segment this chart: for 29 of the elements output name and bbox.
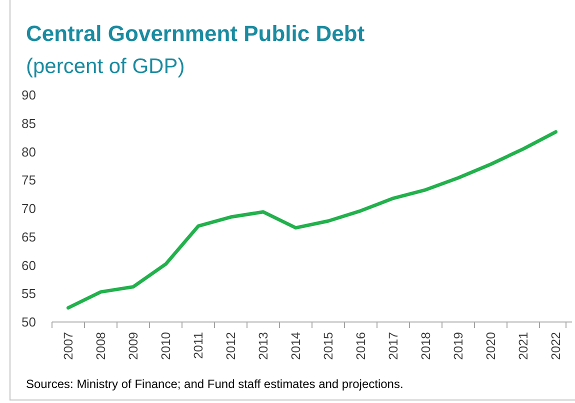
y-tick-label: 90 [22,88,36,103]
x-tick-label: 2012 [224,332,238,360]
chart-subtitle: (percent of GDP) [26,55,185,78]
y-tick-label: 60 [22,258,36,273]
y-tick-label: 55 [22,286,36,302]
y-tick-label: 65 [22,229,36,244]
x-tick-label: 2021 [516,332,530,360]
x-tick-label: 2017 [386,332,400,360]
x-tick-label: 2009 [126,332,140,360]
y-tick-label: 80 [22,144,36,160]
x-tick-label: 2015 [321,332,336,360]
x-tick-label: 2014 [288,332,303,360]
y-tick-label: 85 [22,116,36,131]
y-tick-label: 75 [22,172,36,188]
x-tick-label: 2011 [191,332,206,359]
x-tick-label: 2019 [451,332,466,360]
line-series [66,130,558,310]
y-tick-label: 50 [22,314,36,330]
source-note: Sources: Ministry of Finance; and Fund staff estimates and projections. [26,377,404,391]
x-tick-label: 2016 [354,332,368,360]
x-tick-label: 2010 [158,332,173,360]
x-tick-label: 2022 [548,332,563,360]
x-tick-label: 2013 [256,332,270,360]
x-tick-label: 2008 [94,332,108,360]
x-tick-label: 2018 [418,332,433,360]
chart-title: Central Government Public Debt [26,21,366,46]
x-tick-label: 2020 [484,332,498,360]
x-tick-label: 2007 [61,332,76,360]
y-tick-label: 70 [22,201,36,216]
